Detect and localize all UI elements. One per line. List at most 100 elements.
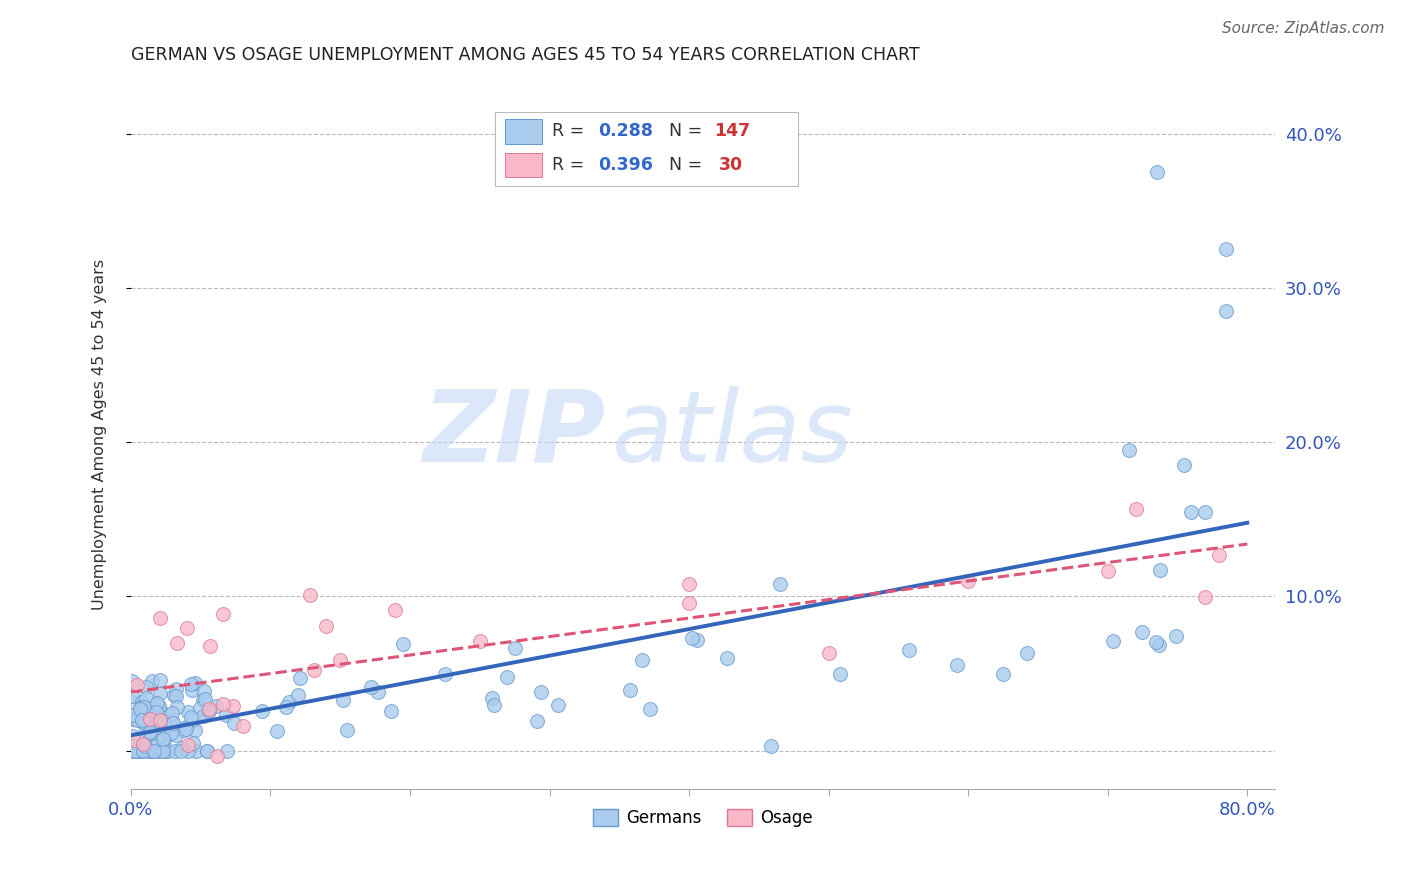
Text: R =: R = [553, 156, 589, 174]
Point [148, 739, 170, 754]
Point [142, 744, 165, 758]
Point [828, 667, 851, 681]
Point [198, 702, 221, 716]
Point [149, 686, 172, 700]
Point [135, 706, 157, 721]
Point [530, 684, 553, 698]
Text: 0.288: 0.288 [598, 122, 652, 140]
Point [165, 689, 187, 703]
FancyBboxPatch shape [505, 153, 541, 177]
Point [143, 713, 166, 727]
Point [132, 744, 155, 758]
Point [129, 702, 152, 716]
Point [897, 643, 920, 657]
Text: 147: 147 [714, 122, 751, 140]
Point [215, 744, 238, 758]
Point [177, 706, 200, 720]
Point [184, 723, 207, 737]
Point [380, 704, 402, 718]
Point [1146, 635, 1168, 649]
Point [1125, 502, 1147, 516]
Point [817, 646, 839, 660]
Point [166, 681, 188, 696]
Point [503, 640, 526, 655]
Point [125, 678, 148, 692]
Y-axis label: Unemployment Among Ages 45 to 54 years: Unemployment Among Ages 45 to 54 years [93, 259, 107, 610]
Point [139, 733, 162, 747]
Point [152, 732, 174, 747]
Point [481, 691, 503, 706]
Point [143, 739, 166, 753]
Point [143, 739, 166, 753]
Point [138, 744, 160, 758]
Text: N =: N = [669, 122, 707, 140]
Point [160, 726, 183, 740]
Point [124, 744, 146, 758]
Point [1146, 165, 1168, 179]
Point [163, 744, 186, 758]
Point [716, 651, 738, 665]
Point [1164, 629, 1187, 643]
Point [145, 696, 167, 710]
Point [139, 723, 162, 737]
Point [143, 744, 166, 758]
Point [197, 744, 219, 758]
Point [152, 744, 174, 758]
Point [183, 712, 205, 726]
Point [1215, 243, 1237, 257]
Point [139, 737, 162, 751]
Point [232, 719, 254, 733]
Point [176, 620, 198, 634]
Point [160, 706, 183, 720]
FancyBboxPatch shape [495, 112, 799, 186]
Point [128, 744, 150, 758]
Point [434, 667, 457, 681]
Point [274, 700, 297, 714]
Point [195, 744, 218, 758]
Point [1180, 505, 1202, 519]
Point [122, 729, 145, 743]
Point [132, 715, 155, 730]
Point [148, 744, 170, 758]
Point [146, 697, 169, 711]
Point [149, 714, 172, 728]
Text: GERMAN VS OSAGE UNEMPLOYMENT AMONG AGES 45 TO 54 YEARS CORRELATION CHART: GERMAN VS OSAGE UNEMPLOYMENT AMONG AGES … [131, 46, 920, 64]
Point [468, 633, 491, 648]
Point [329, 653, 352, 667]
Point [211, 697, 233, 711]
Point [759, 739, 782, 754]
Point [153, 733, 176, 747]
Point [125, 713, 148, 727]
Point [177, 738, 200, 752]
Legend: Germans, Osage: Germans, Osage [586, 803, 820, 834]
Text: atlas: atlas [612, 386, 853, 483]
FancyBboxPatch shape [505, 120, 541, 144]
Point [180, 709, 202, 723]
Point [131, 741, 153, 756]
Point [121, 674, 143, 689]
Point [214, 708, 236, 723]
Point [138, 725, 160, 739]
Point [146, 732, 169, 747]
Point [298, 588, 321, 602]
Point [134, 700, 156, 714]
Point [149, 728, 172, 742]
Point [152, 706, 174, 720]
Point [121, 689, 143, 703]
Point [173, 723, 195, 737]
Point [186, 744, 208, 758]
Point [121, 695, 143, 709]
Point [678, 595, 700, 609]
Text: N =: N = [669, 156, 707, 174]
Text: ZIP: ZIP [423, 386, 606, 483]
Point [222, 698, 245, 713]
Point [1194, 505, 1216, 519]
Text: 0.396: 0.396 [598, 156, 652, 174]
Point [174, 720, 197, 734]
Point [124, 744, 146, 758]
Point [1194, 590, 1216, 604]
Point [138, 744, 160, 758]
Point [193, 684, 215, 698]
Point [194, 692, 217, 706]
Point [160, 714, 183, 728]
